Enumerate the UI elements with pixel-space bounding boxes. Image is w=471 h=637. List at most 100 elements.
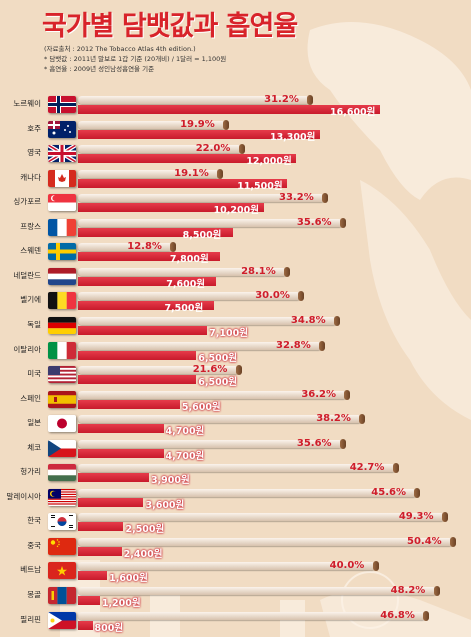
category-label: 이탈리아 — [13, 344, 41, 354]
smoking-rate-bar-cap — [170, 242, 177, 253]
usa-flag-icon — [48, 366, 76, 384]
smoking-rate-label: 34.8% — [290, 314, 326, 326]
cigarette-price-bar — [78, 325, 208, 335]
category-label: 프랑스 — [20, 221, 41, 231]
smoking-rate-bar-cap — [298, 291, 305, 302]
smoking-rate-bar — [78, 611, 427, 620]
hungary-flag-icon — [48, 464, 76, 482]
cigarette-price-bar — [78, 227, 233, 237]
smoking-rate-label: 19.1% — [174, 167, 209, 179]
cigarette-price-bar — [78, 105, 380, 114]
uk-flag-icon — [48, 145, 76, 163]
category-label: 호주 — [27, 123, 41, 133]
smoking-rate-bar — [78, 218, 343, 227]
chart-row: 노르웨이 31.2% 16,600원 — [0, 94, 471, 118]
chart-row: 스웨덴 12.8% 7,800원 — [0, 241, 471, 265]
cigarette-price-bar — [78, 497, 144, 507]
cigarette-price-bar — [78, 350, 197, 360]
category-label: 노르웨이 — [13, 99, 41, 108]
chart-row: 말레이시아 45.6% 3,600원 — [0, 487, 471, 511]
chart-row: 영국 22.0% 12,000원 — [0, 143, 471, 167]
smoking-rate-bar — [78, 292, 302, 301]
chart-row: 스페인 36.2% 5,600원 — [0, 388, 471, 413]
category-label: 필리핀 — [20, 614, 41, 624]
mongolia-flag-icon — [48, 587, 76, 604]
cigarette-price-bar — [78, 178, 288, 188]
cigarette-price-bar — [78, 424, 164, 434]
smoking-rate-bar — [78, 316, 337, 325]
france-flag-icon — [48, 218, 76, 236]
smoking-rate-bar — [78, 267, 288, 276]
smoking-rate-label: 21.6% — [192, 364, 228, 376]
category-label: 스웨덴 — [20, 246, 41, 256]
smoking-rate-bar — [78, 243, 174, 252]
singapore-flag-icon — [48, 194, 76, 212]
cigarette-price-label: 3,600원 — [145, 499, 185, 511]
smoking-rate-bar-cap — [339, 217, 346, 228]
philippines-flag-icon — [48, 611, 76, 629]
cigarette-price-bar — [78, 546, 122, 556]
smoking-rate-bar — [78, 488, 418, 497]
netherlands-flag-icon — [48, 267, 76, 285]
cigarette-price-label: 800원 — [94, 622, 124, 634]
cigarette-price-bar — [78, 399, 180, 409]
vietnam-flag-icon — [48, 562, 76, 580]
smoking-rate-bar — [78, 366, 239, 375]
cigarette-price-bar — [78, 473, 149, 483]
smoking-rate-bar-cap — [235, 365, 242, 376]
chart-row: 베트남 40.0% 1,600원 — [0, 560, 471, 584]
smoking-rate-bar — [78, 562, 376, 571]
smoking-rate-label: 22.0% — [195, 143, 231, 155]
chart-row: 이탈리아 32.8% 6,500원 — [0, 340, 471, 364]
chart-row: 필리핀 46.8% 800원 — [0, 610, 471, 634]
smoking-rate-bar-cap — [344, 389, 351, 400]
cigarette-price-bar — [78, 448, 164, 458]
chart-title: 국가별 담뱃값과 흡연율 — [42, 11, 298, 42]
korea-flag-icon — [48, 513, 76, 531]
cigarette-price-label: 11,500원 — [237, 180, 283, 192]
smoking-rate-label: 28.1% — [241, 265, 276, 277]
smoking-rate-label: 35.6% — [296, 437, 332, 449]
smoking-rate-bar — [78, 96, 311, 104]
cigarette-price-bar — [78, 596, 100, 605]
rate-note: * 흡연율 : 2009년 성인남성흡연율 기준 — [44, 65, 155, 73]
italy-flag-icon — [48, 341, 76, 359]
category-label: 몽골 — [27, 590, 41, 599]
smoking-rate-bar-cap — [319, 340, 326, 351]
chart-row: 헝가리 42.7% 3,900원 — [0, 462, 471, 487]
category-label: 일본 — [27, 418, 41, 428]
category-label: 싱가포르 — [13, 197, 41, 207]
smoking-rate-bar — [78, 145, 242, 154]
chart-row: 벨기에 30.0% 7,500원 — [0, 290, 471, 314]
smoking-rate-bar-cap — [392, 463, 399, 474]
cigarette-price-label: 2,500원 — [125, 524, 165, 536]
cigarette-price-label: 13,300원 — [269, 131, 316, 143]
cigarette-price-bar — [78, 301, 215, 311]
smoking-rate-bar-cap — [284, 266, 291, 277]
price-note: * 담뱃값 : 2011년 말보로 1갑 기준 (20개비) / 1달러 = 1… — [44, 55, 227, 63]
china-flag-icon — [48, 537, 76, 555]
category-label: 스페인 — [20, 393, 41, 403]
chart-row: 일본 38.2% 4,700원 — [0, 413, 471, 438]
smoking-rate-label: 33.2% — [279, 192, 314, 204]
chart-row: 싱가포르 33.2% 10,200원 — [0, 192, 471, 216]
chart-row: 한국 49.3% 2,500원 — [0, 511, 471, 536]
malaysia-flag-icon — [48, 488, 76, 506]
smoking-rate-bar-cap — [333, 315, 340, 326]
smoking-rate-bar-cap — [322, 193, 329, 204]
smoking-rate-bar-cap — [450, 536, 456, 547]
belgium-flag-icon — [48, 292, 76, 310]
cigarette-price-label: 4,700원 — [165, 426, 205, 438]
smoking-rate-bar-cap — [423, 610, 430, 621]
cigarette-price-label: 3,900원 — [150, 475, 190, 487]
source-note: (자료출처 : 2012 The Tobacco Atlas 4th editi… — [44, 45, 196, 53]
smoking-rate-bar — [78, 341, 323, 350]
cigarette-price-label: 4,700원 — [165, 450, 205, 462]
norway-flag-icon — [48, 96, 76, 113]
chart-row: 독일 34.8% 7,100원 — [0, 314, 471, 339]
smoking-rate-bar — [78, 415, 363, 424]
smoking-rate-bar — [78, 194, 326, 203]
chart-row: 체코 35.6% 4,700원 — [0, 437, 471, 462]
smoking-rate-label: 36.2% — [301, 388, 337, 400]
smoking-rate-bar — [78, 513, 445, 522]
